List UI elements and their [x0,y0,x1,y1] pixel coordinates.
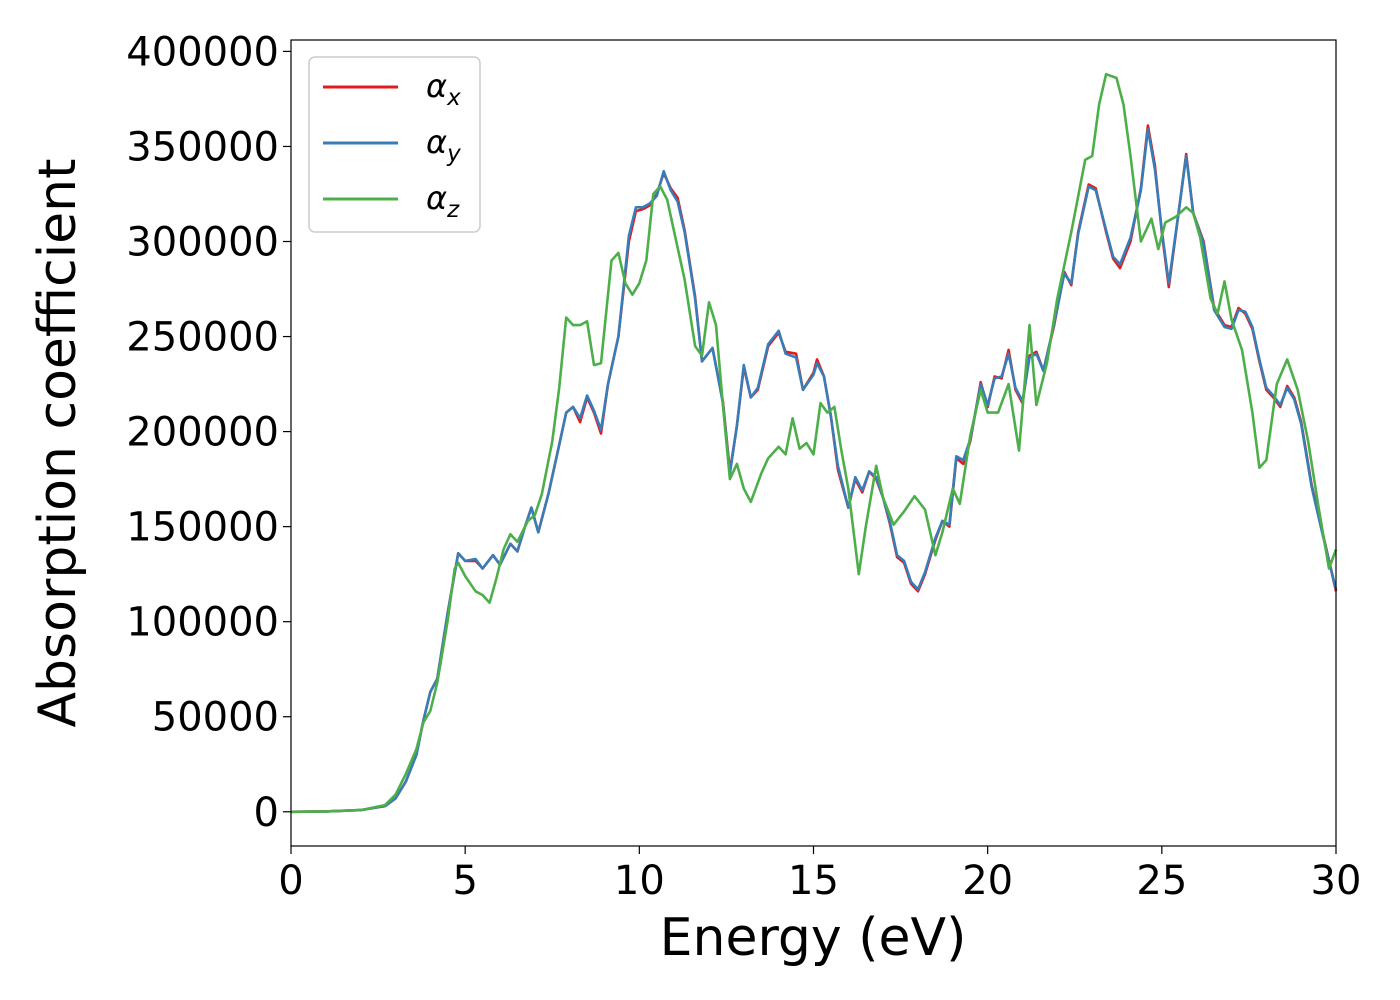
series-line-z [290,72,1338,814]
plot-lines [290,72,1338,814]
x-axis: 0 5 10 15 20 25 30 [278,846,1361,904]
x-tick-label: 20 [962,858,1013,904]
legend: αx αy αz [308,56,481,233]
x-tick-label: 15 [788,858,839,904]
y-axis: 0 50000 100000 150000 200000 250000 300000 3500… [126,29,291,836]
y-tick-label: 0 [254,790,279,836]
legend-label-x: αx [426,67,461,111]
y-tick-label: 200000 [126,410,279,456]
y-tick-label: 400000 [126,29,279,75]
x-tick-label: 25 [1136,858,1187,904]
legend-label-y: αy [426,123,461,167]
y-tick-label: 300000 [126,220,279,266]
y-tick-label: 350000 [126,124,279,170]
legend-label-z: αz [426,179,460,223]
x-tick-label: 5 [452,858,477,904]
x-tick-label: 10 [614,858,665,904]
x-tick-label: 0 [278,858,303,904]
x-tick-label: 30 [1311,858,1362,904]
y-tick-label: 250000 [126,315,279,361]
y-tick-label: 100000 [126,600,279,646]
y-axis-label: Absorption coefficient [28,158,88,727]
y-tick-label: 50000 [152,695,279,741]
x-axis-label: Energy (eV) [660,908,967,968]
y-tick-label: 150000 [126,505,279,551]
